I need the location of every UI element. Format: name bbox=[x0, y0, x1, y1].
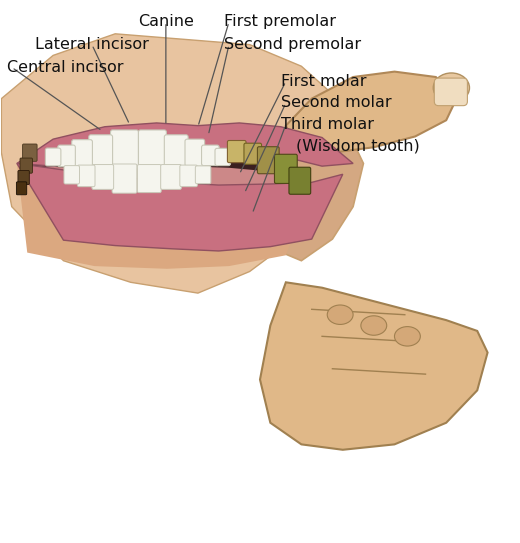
FancyBboxPatch shape bbox=[257, 147, 279, 174]
FancyBboxPatch shape bbox=[17, 182, 27, 195]
Text: Second premolar: Second premolar bbox=[224, 37, 361, 52]
Text: Central incisor: Central incisor bbox=[7, 60, 123, 75]
FancyBboxPatch shape bbox=[138, 130, 166, 168]
FancyBboxPatch shape bbox=[289, 167, 310, 194]
FancyBboxPatch shape bbox=[112, 164, 137, 193]
FancyBboxPatch shape bbox=[92, 165, 114, 190]
Ellipse shape bbox=[327, 305, 353, 324]
FancyBboxPatch shape bbox=[137, 165, 161, 193]
Text: Canine: Canine bbox=[138, 15, 194, 29]
FancyBboxPatch shape bbox=[215, 148, 230, 166]
FancyBboxPatch shape bbox=[202, 145, 219, 166]
Text: First premolar: First premolar bbox=[224, 15, 336, 29]
FancyBboxPatch shape bbox=[244, 143, 262, 165]
Ellipse shape bbox=[395, 326, 420, 346]
FancyBboxPatch shape bbox=[64, 166, 80, 184]
FancyBboxPatch shape bbox=[161, 165, 181, 190]
Polygon shape bbox=[17, 163, 343, 251]
Polygon shape bbox=[286, 72, 457, 153]
FancyBboxPatch shape bbox=[227, 141, 246, 163]
Polygon shape bbox=[30, 130, 291, 218]
Polygon shape bbox=[53, 166, 270, 192]
Polygon shape bbox=[95, 180, 239, 193]
Ellipse shape bbox=[433, 73, 470, 103]
Text: (Wisdom tooth): (Wisdom tooth) bbox=[296, 138, 420, 154]
FancyBboxPatch shape bbox=[77, 165, 95, 187]
Polygon shape bbox=[30, 130, 291, 163]
FancyBboxPatch shape bbox=[22, 144, 37, 161]
FancyBboxPatch shape bbox=[185, 139, 205, 166]
Polygon shape bbox=[2, 34, 353, 293]
Text: Second molar: Second molar bbox=[281, 96, 392, 110]
FancyBboxPatch shape bbox=[45, 148, 61, 166]
FancyBboxPatch shape bbox=[18, 171, 29, 185]
FancyBboxPatch shape bbox=[434, 78, 467, 106]
FancyBboxPatch shape bbox=[89, 135, 113, 168]
Text: First molar: First molar bbox=[281, 74, 366, 89]
Text: Lateral incisor: Lateral incisor bbox=[35, 37, 149, 52]
Polygon shape bbox=[17, 123, 353, 166]
Text: Third molar: Third molar bbox=[281, 117, 374, 132]
Ellipse shape bbox=[361, 316, 387, 335]
Polygon shape bbox=[17, 163, 311, 269]
FancyBboxPatch shape bbox=[180, 165, 198, 187]
Polygon shape bbox=[260, 282, 488, 450]
FancyBboxPatch shape bbox=[196, 166, 211, 184]
FancyBboxPatch shape bbox=[72, 140, 93, 168]
FancyBboxPatch shape bbox=[164, 135, 188, 167]
FancyBboxPatch shape bbox=[58, 145, 75, 167]
FancyBboxPatch shape bbox=[111, 130, 138, 169]
Polygon shape bbox=[260, 110, 363, 261]
FancyBboxPatch shape bbox=[20, 158, 32, 173]
Polygon shape bbox=[27, 166, 296, 190]
FancyBboxPatch shape bbox=[275, 154, 297, 184]
